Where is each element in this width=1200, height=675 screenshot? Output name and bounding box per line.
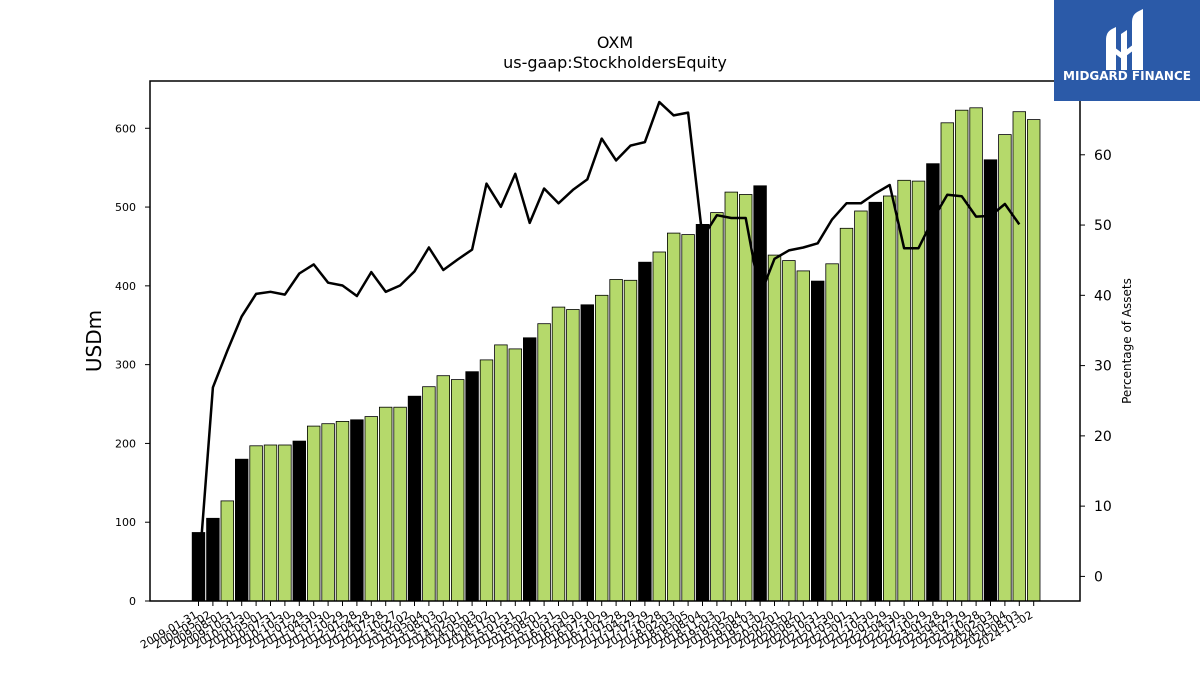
y-tick-label: 100 — [115, 516, 136, 529]
bar — [854, 210, 868, 602]
bar — [364, 416, 379, 602]
bar — [263, 444, 278, 602]
bar — [292, 440, 307, 602]
bar — [335, 420, 350, 602]
bar — [811, 280, 825, 602]
y-tick-label: 200 — [115, 437, 136, 450]
bar — [839, 227, 854, 602]
bar — [220, 500, 235, 602]
bar — [206, 517, 220, 602]
y2-tick-label: 10 — [1094, 499, 1112, 515]
y-tick-label: 400 — [115, 280, 136, 293]
bar — [652, 251, 667, 602]
bar — [1027, 119, 1041, 602]
bar — [321, 423, 335, 602]
y2-tick-label: 50 — [1094, 218, 1112, 234]
bar — [638, 261, 652, 602]
y-axis-label: USDm — [82, 310, 106, 372]
bar — [479, 359, 494, 602]
y-tick-label: 300 — [115, 359, 136, 372]
bar — [306, 425, 321, 602]
bar — [710, 212, 724, 602]
bars-group — [191, 107, 1041, 602]
bar — [609, 279, 623, 602]
bar — [450, 379, 465, 602]
bar — [580, 304, 595, 602]
chart-subtitle: us-gaap:StockholdersEquity — [503, 53, 727, 72]
line-group — [197, 100, 1021, 577]
bar — [1012, 111, 1027, 602]
bar — [378, 406, 393, 602]
y2-axis-label: Percentage of Assets — [1120, 278, 1134, 404]
logo-text: MIDGARD FINANCE — [1063, 69, 1191, 83]
bar — [739, 194, 753, 602]
logo-mark-icon — [1106, 9, 1143, 70]
y2-tick-label: 60 — [1094, 148, 1112, 164]
bar — [911, 180, 926, 602]
bar — [537, 323, 551, 602]
bar — [566, 309, 580, 602]
bar — [796, 270, 811, 602]
bar — [393, 406, 407, 602]
bar — [278, 444, 292, 602]
bar — [595, 294, 609, 602]
bar — [523, 337, 537, 602]
y-tick-label: 600 — [115, 122, 136, 135]
bar — [767, 254, 782, 602]
bar — [681, 234, 695, 602]
bar — [551, 306, 566, 602]
bar — [868, 201, 883, 602]
bar — [724, 191, 739, 602]
x-axis-ticks: 2009-01-312009-05-022009-08-012009-10-31… — [138, 601, 1035, 652]
plot-frame — [149, 80, 1081, 602]
bar — [623, 279, 638, 602]
bar — [508, 348, 523, 602]
bar — [955, 109, 969, 602]
y2-tick-label: 20 — [1094, 429, 1112, 445]
bar — [350, 419, 364, 602]
bar — [422, 386, 436, 602]
bar — [753, 185, 767, 602]
bar — [436, 375, 451, 602]
y2-tick-label: 30 — [1094, 359, 1112, 375]
bar — [983, 159, 998, 602]
bar — [234, 458, 249, 602]
bar — [825, 263, 839, 602]
y-tick-label: 0 — [129, 595, 136, 608]
y-tick-label: 500 — [115, 201, 136, 214]
y2-axis-ticks: 0 10 20 30 40 50 60 — [1080, 148, 1112, 585]
bar — [465, 371, 479, 602]
bar — [883, 195, 897, 602]
chart-title: OXM — [597, 33, 633, 52]
y-axis-ticks: 0 100 200 300 400 500 600 — [115, 122, 150, 608]
logo-badge: MIDGARD FINANCE — [1054, 0, 1200, 101]
series-line — [197, 100, 1021, 577]
bar — [407, 395, 422, 602]
bar — [667, 232, 681, 602]
bar — [969, 107, 983, 602]
bar — [494, 344, 508, 602]
bar — [695, 223, 710, 602]
y2-tick-label: 0 — [1094, 569, 1103, 585]
bar — [782, 260, 796, 602]
bar — [249, 445, 263, 602]
y2-tick-label: 40 — [1094, 288, 1112, 304]
